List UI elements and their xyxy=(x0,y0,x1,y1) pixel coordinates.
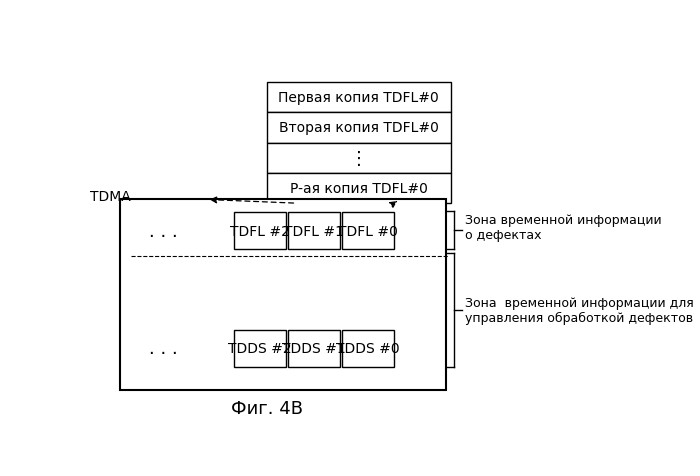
Bar xyxy=(234,213,286,249)
Text: ⋮: ⋮ xyxy=(350,149,368,168)
Bar xyxy=(267,143,451,173)
Text: . . .: . . . xyxy=(149,222,178,240)
Text: Фиг. 4В: Фиг. 4В xyxy=(230,399,302,417)
Bar xyxy=(342,330,394,367)
Bar xyxy=(288,213,340,249)
Text: TDMA: TDMA xyxy=(90,189,131,203)
Bar xyxy=(288,330,340,367)
Text: Зона временной информации
о дефектах: Зона временной информации о дефектах xyxy=(465,214,662,241)
Text: TDDS #2: TDDS #2 xyxy=(228,341,292,356)
Bar xyxy=(234,330,286,367)
Bar xyxy=(342,213,394,249)
Text: TDFL #1: TDFL #1 xyxy=(284,224,344,238)
Text: Зона  временной информации для
управления обработкой дефектов: Зона временной информации для управления… xyxy=(465,296,693,324)
Text: P-ая копия TDFL#0: P-ая копия TDFL#0 xyxy=(290,182,428,196)
Text: Вторая копия TDFL#0: Вторая копия TDFL#0 xyxy=(279,121,439,135)
Bar xyxy=(120,200,445,391)
Text: Первая копия TDFL#0: Первая копия TDFL#0 xyxy=(279,91,439,105)
Bar xyxy=(267,83,451,113)
Text: TDFL #2: TDFL #2 xyxy=(230,224,290,238)
Text: TDDS #0: TDDS #0 xyxy=(337,341,400,356)
Bar xyxy=(267,173,451,204)
Text: TDFL #0: TDFL #0 xyxy=(338,224,398,238)
Text: TDDS #1: TDDS #1 xyxy=(282,341,346,356)
Bar xyxy=(267,113,451,143)
Text: . . .: . . . xyxy=(149,339,178,357)
